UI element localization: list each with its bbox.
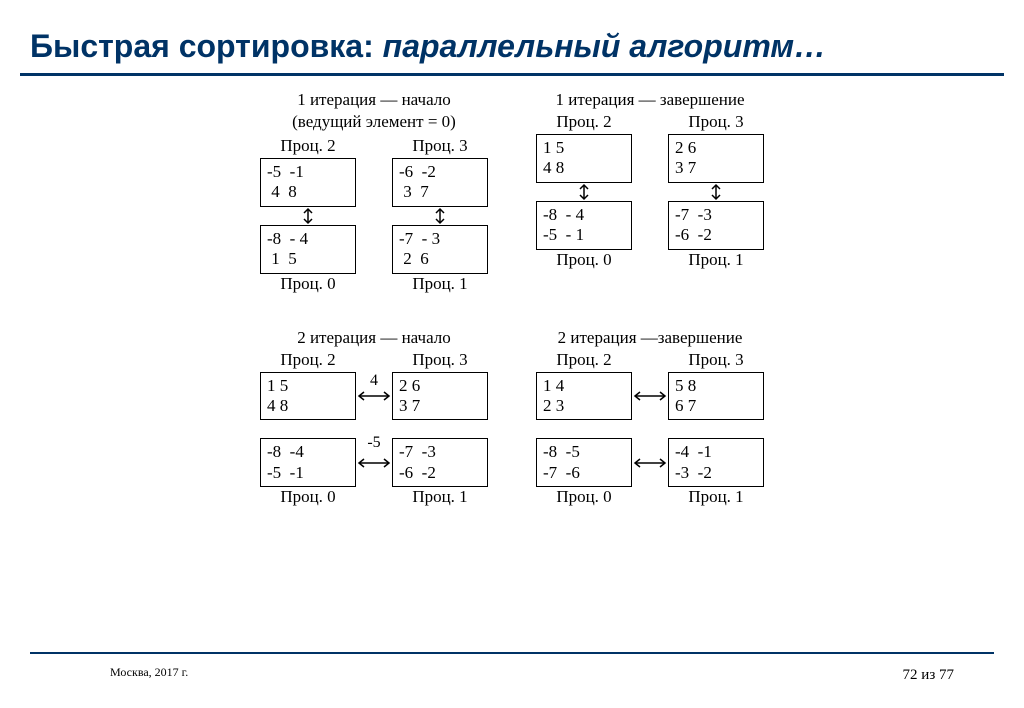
proc-label: Проц. 3 (688, 350, 743, 372)
proc-label: Проц. 0 (556, 487, 611, 509)
double-arrow-vertical-icon (709, 183, 723, 201)
double-arrow-vertical-icon (577, 183, 591, 201)
proc-label: Проц. 3 (412, 350, 467, 372)
double-arrow-vertical-icon (433, 207, 447, 225)
data-box: -8 - 4 -5 - 1 (536, 201, 632, 250)
double-arrow-horizontal-icon (356, 456, 392, 470)
data-box: -5 -1 4 8 (260, 158, 356, 207)
data-box: -4 -1 -3 -2 (668, 438, 764, 487)
data-box: 2 6 3 7 (392, 372, 488, 421)
title-plain: Быстрая сортировка: (30, 28, 383, 64)
data-box: 1 5 4 8 (536, 134, 632, 183)
proc-label: Проц. 3 (688, 112, 743, 134)
edge-label: -5 (367, 434, 380, 452)
data-box: -8 -5 -7 -6 (536, 438, 632, 487)
group-title: 2 итерация —завершение (558, 328, 743, 348)
proc-label: Проц. 0 (556, 250, 611, 272)
iteration-group: 2 итерация —завершениеПроц. 2 Проц. 3 1 4 … (536, 328, 764, 510)
double-arrow-horizontal-icon (632, 389, 668, 403)
slide-title: Быстрая сортировка: параллельный алгорит… (0, 0, 1024, 73)
proc-label: Проц. 1 (688, 487, 743, 509)
double-arrow-vertical-icon (301, 207, 315, 225)
group-subtitle: (ведущий элемент = 0) (292, 112, 456, 132)
diagram-row: 2 итерация — началоПроц. 2Проц. 31 5 4 8… (260, 328, 764, 510)
double-arrow-horizontal-icon (356, 389, 392, 403)
title-italic: параллельный алгоритм… (383, 28, 826, 64)
footer-right: 72 из 77 (903, 667, 954, 684)
data-box: 5 8 6 7 (668, 372, 764, 421)
proc-label: Проц. 0 (280, 487, 335, 509)
proc-label: Проц. 2 (556, 112, 611, 134)
footer-rule (30, 652, 994, 654)
footer-left: Москва, 2017 г. (110, 665, 188, 680)
group-title: 1 итерация — завершение (556, 90, 745, 110)
proc-label: Проц. 3 (412, 136, 467, 158)
proc-label: Проц. 1 (412, 487, 467, 509)
data-box: -7 - 3 2 6 (392, 225, 488, 274)
data-box: -8 - 4 1 5 (260, 225, 356, 274)
data-box: 1 5 4 8 (260, 372, 356, 421)
proc-label: Проц. 1 (412, 274, 467, 296)
data-box: -7 -3 -6 -2 (392, 438, 488, 487)
proc-label: Проц. 0 (280, 274, 335, 296)
data-box: -8 -4 -5 -1 (260, 438, 356, 487)
content-area: 1 итерация — начало(ведущий элемент = 0)… (0, 76, 1024, 509)
proc-label: Проц. 2 (280, 136, 335, 158)
data-box: 1 4 2 3 (536, 372, 632, 421)
iteration-group: 1 итерация — начало(ведущий элемент = 0)… (260, 90, 488, 296)
data-box: -7 -3 -6 -2 (668, 201, 764, 250)
group-title: 1 итерация — начало (297, 90, 451, 110)
proc-label: Проц. 2 (280, 350, 335, 372)
double-arrow-horizontal-icon (632, 456, 668, 470)
diagram-row: 1 итерация — начало(ведущий элемент = 0)… (260, 90, 764, 296)
iteration-group: 2 итерация — началоПроц. 2 Проц. 3 1 5 4 8… (260, 328, 488, 510)
group-title: 2 итерация — начало (297, 328, 451, 348)
data-box: 2 6 3 7 (668, 134, 764, 183)
edge-label: 4 (370, 372, 378, 390)
iteration-group: 1 итерация — завершениеПроц. 2 Проц. 3 1 5… (536, 90, 764, 296)
proc-label: Проц. 1 (688, 250, 743, 272)
proc-label: Проц. 2 (556, 350, 611, 372)
data-box: -6 -2 3 7 (392, 158, 488, 207)
